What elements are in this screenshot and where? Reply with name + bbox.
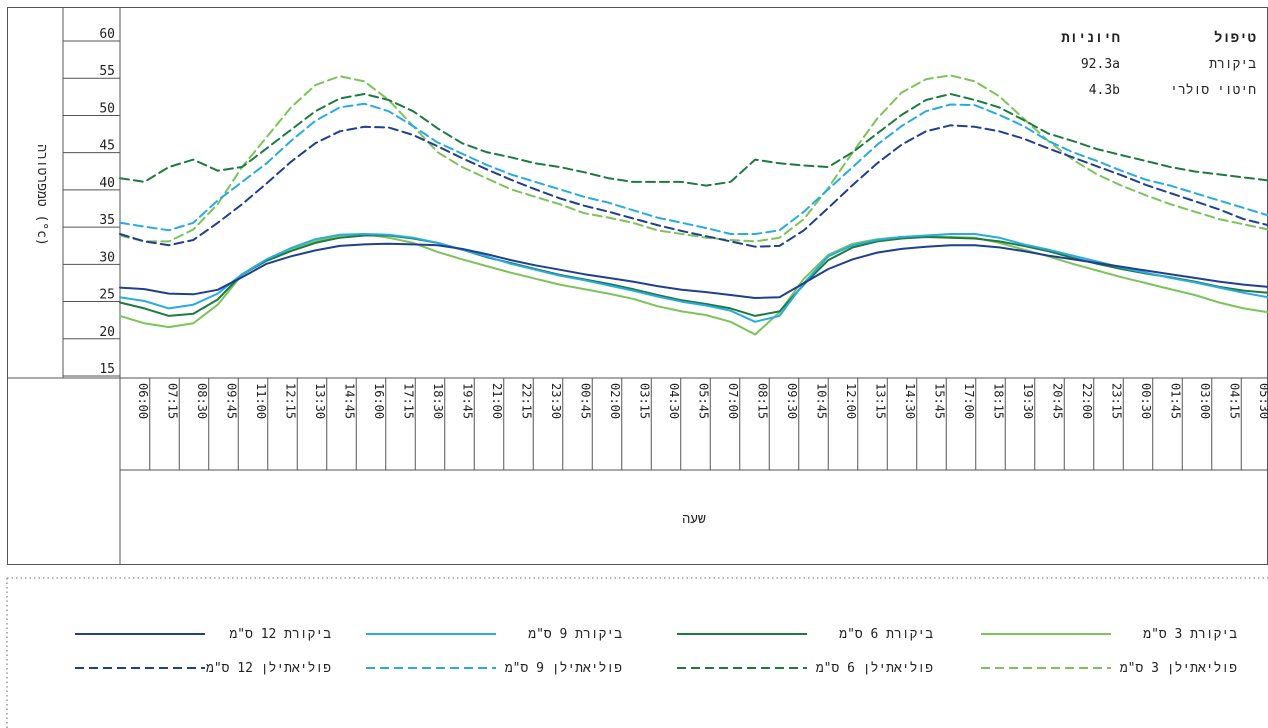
x-tick-label: 09:30 bbox=[785, 383, 799, 419]
x-tick-label: 04:15 bbox=[1228, 383, 1242, 419]
x-tick-label: 07:15 bbox=[166, 383, 180, 419]
x-tick-label: 23:30 bbox=[549, 383, 563, 419]
x-tick-label: 19:45 bbox=[461, 383, 475, 419]
series-lines bbox=[119, 74, 1268, 336]
y-tick-label: 50 bbox=[99, 101, 115, 116]
x-tick-label: 17:00 bbox=[962, 383, 976, 419]
chart-frame bbox=[7, 7, 1268, 565]
x-tick-lines bbox=[149, 378, 1242, 470]
x-tick-label: 12:00 bbox=[844, 383, 858, 419]
series-line bbox=[119, 124, 1268, 248]
x-tick-label: 03:00 bbox=[1198, 383, 1212, 419]
legend-label: ביקורת 12 ס"מ bbox=[229, 627, 331, 642]
x-tick-label: 00:30 bbox=[1139, 383, 1153, 419]
y-tick-label: 40 bbox=[99, 176, 115, 191]
y-tick-lines bbox=[63, 40, 120, 377]
legend-label: פוליאתילן 6 ס"מ bbox=[816, 661, 933, 676]
x-tick-label: 22:15 bbox=[520, 383, 534, 419]
x-tick-label: 21:00 bbox=[490, 383, 504, 419]
series-line bbox=[119, 74, 1268, 243]
y-tick-label: 25 bbox=[99, 288, 115, 303]
x-tick-label: 16:00 bbox=[372, 383, 386, 419]
legend-label: ביקורת 3 ס"מ bbox=[1143, 627, 1237, 642]
x-tick-label: 03:15 bbox=[638, 383, 652, 419]
x-tick-label: 18:15 bbox=[992, 383, 1006, 419]
x-tick-label: 01:45 bbox=[1169, 383, 1183, 419]
series-line bbox=[119, 102, 1268, 235]
y-tick-label: 35 bbox=[99, 213, 115, 228]
x-axis-label: שעה bbox=[682, 512, 706, 527]
x-tick-labels: 06:00 07:15 08:30 09:45 11:00 12:15 13:30 14:45… bbox=[136, 383, 1268, 419]
y-tick-label: 15 bbox=[99, 362, 115, 377]
x-tick-label: 11:00 bbox=[254, 383, 268, 419]
x-tick-label: 08:30 bbox=[195, 383, 209, 419]
y-tick-label: 30 bbox=[99, 250, 115, 265]
series-line bbox=[119, 233, 1268, 336]
legend-label: פוליאתילן 12 ס"מ bbox=[206, 661, 331, 676]
x-tick-label: 15:45 bbox=[933, 383, 947, 419]
legend: ביקורת 3 ס"מ ביקורת 6 ס"מ ביקורת 9 ס"מ ביקו… bbox=[75, 627, 1237, 676]
x-tick-label: 19:30 bbox=[1021, 383, 1035, 419]
series-line bbox=[119, 233, 1268, 323]
x-tick-label: 14:45 bbox=[343, 383, 357, 419]
x-tick-label: 18:30 bbox=[431, 383, 445, 419]
table-cell-treatment-1: ביקורת bbox=[1209, 57, 1256, 72]
y-tick-labels: 15 20 25 30 35 40 45 50 55 60 bbox=[99, 27, 115, 377]
x-tick-label: 12:15 bbox=[284, 383, 298, 419]
x-tick-label: 22:00 bbox=[1080, 383, 1094, 419]
x-tick-label: 09:45 bbox=[225, 383, 239, 419]
x-tick-label: 04:30 bbox=[667, 383, 681, 419]
table-cell-viability-2: 4.3b bbox=[1089, 83, 1120, 98]
x-tick-label: 00:45 bbox=[579, 383, 593, 419]
x-tick-label: 20:45 bbox=[1051, 383, 1065, 419]
x-tick-label: 13:15 bbox=[874, 383, 888, 419]
table-header-viability: חיוניות bbox=[1061, 30, 1120, 46]
table-cell-treatment-2: חיטוי סולרי bbox=[1170, 83, 1256, 98]
table-cell-viability-1: 92.3a bbox=[1081, 57, 1120, 72]
legend-label: ביקורת 6 ס"מ bbox=[839, 627, 933, 642]
y-tick-label: 45 bbox=[99, 139, 115, 154]
x-tick-label: 13:30 bbox=[313, 383, 327, 419]
x-tick-label: 08:15 bbox=[756, 383, 770, 419]
annotation-table: טיפול חיוניות ביקורת 92.3a חיטוי סולרי 4… bbox=[1061, 30, 1256, 98]
legend-label: פוליאתילן 3 ס"מ bbox=[1120, 661, 1237, 676]
legend-label: ביקורת 9 ס"מ bbox=[528, 627, 622, 642]
x-tick-label: 10:45 bbox=[815, 383, 829, 419]
y-tick-label: 20 bbox=[99, 325, 115, 340]
series-line bbox=[119, 234, 1268, 317]
y-tick-label: 55 bbox=[99, 64, 115, 79]
x-tick-label: 23:15 bbox=[1110, 383, 1124, 419]
y-axis-label: טמפרטורה (°c) bbox=[34, 144, 49, 246]
x-tick-label: 07:00 bbox=[726, 383, 740, 419]
x-tick-label: 05:30 bbox=[1257, 383, 1268, 419]
x-tick-label: 05:45 bbox=[697, 383, 711, 419]
x-tick-label: 14:30 bbox=[903, 383, 917, 419]
series-line bbox=[119, 93, 1268, 187]
x-tick-label: 06:00 bbox=[136, 383, 150, 419]
x-tick-label: 17:15 bbox=[402, 383, 416, 419]
series-line bbox=[119, 242, 1268, 299]
table-header-treatment: טיפול bbox=[1214, 30, 1256, 46]
x-tick-label: 02:00 bbox=[608, 383, 622, 419]
legend-label: פוליאתילן 9 ס"מ bbox=[505, 661, 622, 676]
y-tick-label: 60 bbox=[99, 27, 115, 42]
